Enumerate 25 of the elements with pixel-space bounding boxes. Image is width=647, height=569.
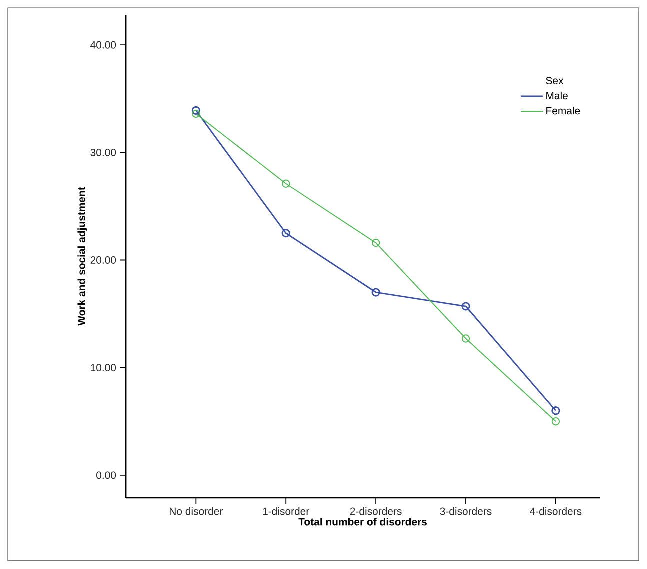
y-tick-label: 10.00 (91, 364, 116, 372)
point (552, 418, 560, 426)
legend-label: Female (546, 106, 580, 115)
point (462, 302, 470, 311)
point (552, 406, 560, 416)
x-tick-label: No disorder (170, 508, 224, 516)
y-axis-title: Work and social adjustment (78, 187, 88, 326)
y-tick-label: 30.00 (90, 148, 116, 156)
x-tick-label: 3-disorders (440, 508, 492, 516)
point (282, 180, 290, 188)
x-tick-label: 1-disorder (263, 508, 310, 516)
point (192, 110, 200, 118)
x-axis-title: Total number of disorders (298, 518, 427, 526)
point (192, 106, 200, 116)
y-tick-label: 40.00 (90, 41, 116, 49)
x-tick-label: 4-disorders (530, 508, 582, 516)
point (372, 288, 380, 297)
point (372, 238, 380, 248)
legend-title: Sex (546, 77, 564, 85)
y-tick-label: 0.00 (96, 472, 116, 480)
point (282, 229, 290, 238)
legend-label: Male (546, 92, 568, 100)
y-tick-label: 20.00 (90, 256, 116, 264)
point (462, 334, 470, 343)
x-tick-label: 2-disorders (350, 508, 402, 516)
